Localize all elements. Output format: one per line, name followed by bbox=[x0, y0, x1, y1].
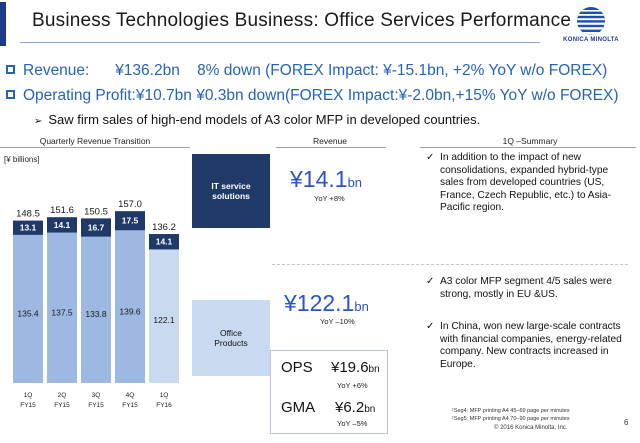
bar-it-label: 14.1 bbox=[156, 237, 173, 247]
bar-it-label: 14.1 bbox=[54, 220, 71, 230]
summary-section-rule bbox=[420, 147, 636, 148]
revenue-section-rule bbox=[276, 147, 386, 148]
it-service-solutions-label: IT service solutions bbox=[211, 181, 251, 201]
quarterly-section-rule bbox=[0, 147, 190, 148]
x-tick-year: FY15 bbox=[54, 402, 70, 409]
office-revenue-unit: bn bbox=[354, 299, 369, 314]
operating-profit-bullet-text: Operating Profit:¥10.7bn ¥0.3bn down(FOR… bbox=[23, 87, 619, 104]
bar-total-label: 150.5 bbox=[84, 206, 108, 217]
x-tick-year: FY16 bbox=[156, 402, 172, 409]
chart-bars: 135.4 13.1 148.5 1Q FY15 137.5 14.1 151.6 2Q FY15… bbox=[13, 199, 179, 409]
x-tick-quarter: 4Q bbox=[126, 392, 135, 399]
bar-it-label: 13.1 bbox=[20, 223, 37, 233]
x-tick-year: FY15 bbox=[88, 402, 104, 409]
it-revenue-yoy: YoY +8% bbox=[314, 194, 345, 203]
office-revenue-yoy: YoY –10% bbox=[320, 317, 355, 326]
bar-it-service bbox=[13, 220, 43, 235]
ops-gma-box: OPS ¥19.6bn YoY +6% GMA ¥6.2bn YoY –5% bbox=[270, 350, 388, 434]
title-divider bbox=[20, 42, 540, 43]
bar-office-products bbox=[81, 236, 111, 383]
it-revenue-number: ¥14.1 bbox=[290, 166, 348, 192]
bar-office-products bbox=[149, 249, 179, 383]
logo-text: KONICA MINOLTA bbox=[563, 37, 619, 43]
bar-office-products bbox=[47, 232, 77, 383]
summary-item-1-text: In addition to the impact of new consoli… bbox=[440, 152, 611, 214]
bar-it-service bbox=[81, 218, 111, 237]
checkmark-icon: ✓ bbox=[426, 321, 435, 332]
x-tick-year: FY15 bbox=[122, 402, 138, 409]
summary-item-2-text: A3 color MFP segment 4/5 sales were stro… bbox=[440, 276, 612, 300]
x-tick-quarter: 1Q bbox=[160, 392, 169, 399]
gma-label: GMA bbox=[281, 399, 316, 416]
gma-number: ¥6.2 bbox=[335, 399, 365, 416]
footnote-seg4: ¹Seg4: MFP printing A4 45–69 page per mi… bbox=[452, 408, 570, 414]
ops-number: ¥19.6 bbox=[331, 359, 369, 376]
office-revenue-number: ¥122.1 bbox=[284, 290, 355, 316]
checkmark-icon: ✓ bbox=[426, 152, 435, 163]
bar-it-service bbox=[47, 217, 77, 233]
quarterly-section-title: Quarterly Revenue Transition bbox=[39, 136, 151, 146]
bar-it-label: 16.7 bbox=[88, 223, 105, 233]
gma-unit: bn bbox=[364, 404, 376, 415]
it-revenue-value: ¥14.1bn bbox=[290, 166, 362, 193]
office-products-label: Office Products bbox=[214, 328, 248, 348]
bar-total-label: 148.5 bbox=[16, 209, 40, 220]
ops-unit: bn bbox=[368, 364, 380, 375]
bar-it-service bbox=[149, 234, 179, 250]
bar-office-label: 139.6 bbox=[119, 306, 141, 316]
arrow-bullet-icon: ➢ bbox=[34, 116, 43, 127]
bar-it-service bbox=[115, 211, 145, 231]
checkmark-icon: ✓ bbox=[426, 276, 435, 287]
office-products-box: Office Products bbox=[192, 300, 270, 376]
bar-total-label: 136.2 bbox=[152, 222, 176, 233]
it-service-solutions-box: IT service solutions bbox=[192, 154, 270, 228]
revenue-bullet: Revenue: ¥136.2bn 8% down (FOREX Impact:… bbox=[6, 62, 607, 80]
ops-value: ¥19.6bn bbox=[331, 359, 380, 376]
summary-item: ✓ In addition to the impact of new consol… bbox=[426, 152, 632, 215]
bar-office-label: 133.8 bbox=[85, 309, 107, 319]
section-dashed-divider bbox=[272, 264, 628, 265]
page-number: 6 bbox=[624, 418, 629, 427]
it-revenue-unit: bn bbox=[347, 175, 363, 190]
bar-total-label: 157.0 bbox=[118, 199, 142, 210]
square-bullet-icon bbox=[6, 65, 15, 74]
summary-section-title: 1Q –Summary bbox=[502, 136, 558, 146]
ops-yoy: YoY +6% bbox=[337, 381, 368, 390]
sub-bullet-text: Saw firm sales of high-end models of A3 … bbox=[48, 112, 481, 127]
summary-item: ✓ A3 color MFP segment 4/5 sales were str… bbox=[426, 276, 632, 301]
office-revenue-value: ¥122.1bn bbox=[284, 290, 369, 317]
summary-item-3-text: In China, won new large-scale contracts … bbox=[440, 321, 622, 370]
bar-office-label: 137.5 bbox=[51, 307, 73, 317]
page-title: Business Technologies Business: Office S… bbox=[32, 10, 572, 31]
bar-total-label: 151.6 bbox=[50, 205, 74, 216]
x-tick-quarter: 1Q bbox=[24, 392, 33, 399]
logo: KONICA MINOLTA bbox=[546, 6, 636, 50]
footnote-seg5: ¹Seg5: MFP printing A4 70–90 page per mi… bbox=[452, 416, 570, 422]
chart-unit-label: [¥ billions] bbox=[4, 155, 40, 164]
x-tick-quarter: 2Q bbox=[58, 392, 67, 399]
revenue-bullet-text: Revenue: ¥136.2bn 8% down (FOREX Impact:… bbox=[23, 62, 608, 79]
x-tick-year: FY15 bbox=[20, 402, 36, 409]
bar-office-products bbox=[13, 234, 43, 383]
sub-bullet: ➢ Saw firm sales of high-end models of A3… bbox=[34, 112, 480, 127]
title-accent-bar bbox=[0, 2, 6, 46]
quarterly-revenue-chart: [¥ billions] 135.4 13.1 148.5 1Q FY15 137.5 14… bbox=[4, 155, 179, 409]
bar-office-label: 122.1 bbox=[153, 315, 175, 325]
bar-it-label: 17.5 bbox=[122, 216, 139, 226]
bar-office-label: 135.4 bbox=[17, 308, 39, 318]
gma-yoy: YoY –5% bbox=[337, 419, 368, 428]
x-tick-quarter: 3Q bbox=[92, 392, 101, 399]
summary-item: ✓ In China, won new large-scale contracts… bbox=[426, 321, 632, 371]
konica-minolta-globe-icon bbox=[577, 7, 605, 35]
bar-office-products bbox=[115, 230, 145, 383]
copyright: © 2016 Konica Minolta, Inc. bbox=[494, 425, 568, 431]
revenue-section-title: Revenue bbox=[312, 136, 348, 146]
operating-profit-bullet: Operating Profit:¥10.7bn ¥0.3bn down(FOR… bbox=[6, 87, 619, 105]
ops-label: OPS bbox=[281, 359, 313, 376]
square-bullet-icon bbox=[6, 90, 15, 99]
gma-value: ¥6.2bn bbox=[335, 399, 375, 416]
